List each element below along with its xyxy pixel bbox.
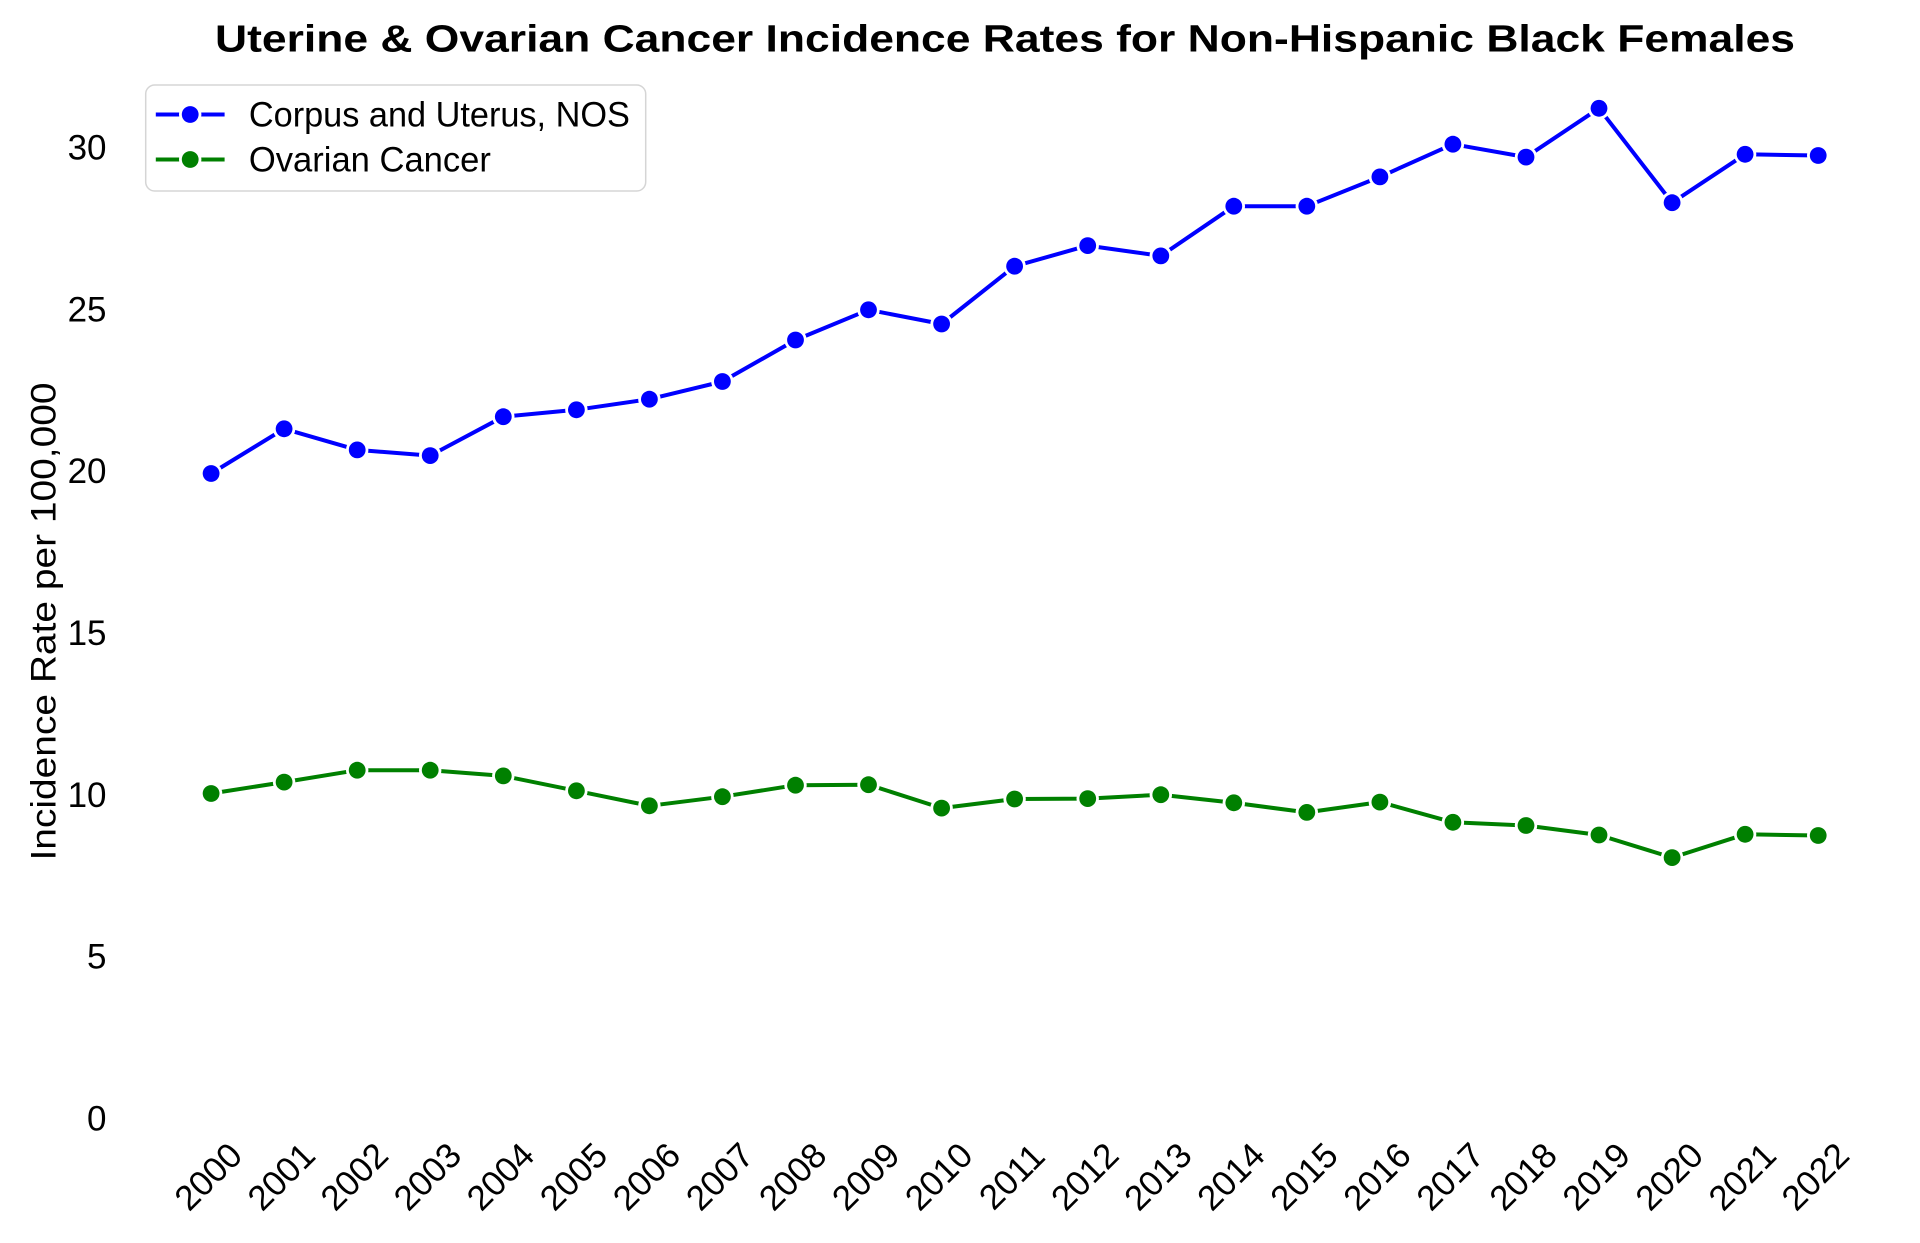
svg-text:25: 25 <box>68 290 107 329</box>
svg-text:Corpus and Uterus, NOS: Corpus and Uterus, NOS <box>249 95 630 134</box>
svg-text:20: 20 <box>68 452 107 491</box>
svg-text:Incidence Rate per 100,000: Incidence Rate per 100,000 <box>24 382 64 860</box>
svg-text:0: 0 <box>87 1099 106 1138</box>
svg-text:Uterine & Ovarian Cancer Incid: Uterine & Ovarian Cancer Incidence Rates… <box>215 18 1795 61</box>
svg-text:30: 30 <box>68 129 107 168</box>
svg-text:15: 15 <box>68 614 107 653</box>
svg-text:Ovarian Cancer: Ovarian Cancer <box>249 140 491 179</box>
svg-text:5: 5 <box>87 938 106 977</box>
svg-text:10: 10 <box>68 776 107 815</box>
